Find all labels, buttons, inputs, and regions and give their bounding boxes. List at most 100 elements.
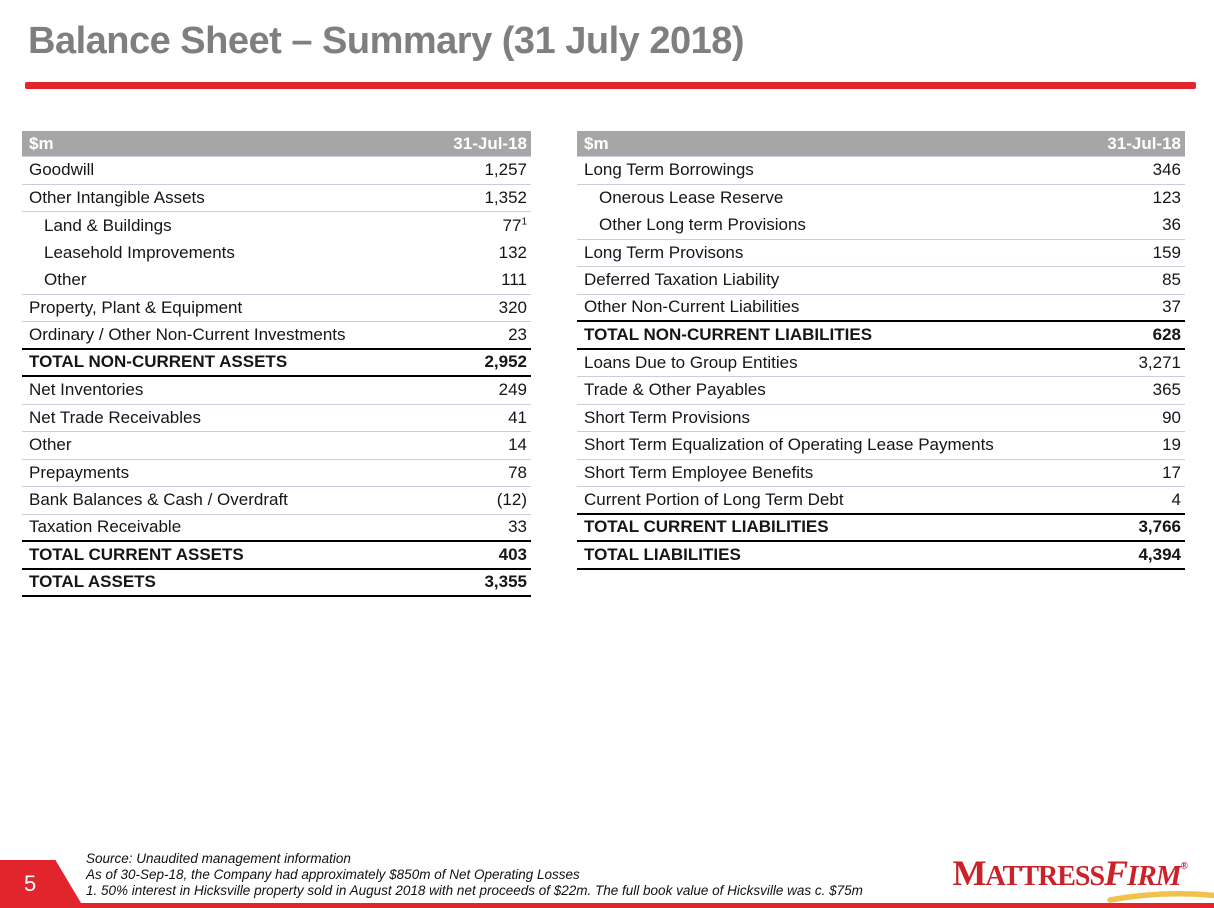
row-value: 23 <box>508 324 527 344</box>
row-value: 3,766 <box>1138 517 1181 537</box>
row-value: 1,257 <box>484 160 527 180</box>
table-row: Goodwill 1,257 <box>22 157 531 185</box>
table-row: Short Term Employee Benefits 17 <box>577 460 1185 487</box>
row-label: TOTAL CURRENT ASSETS <box>29 544 244 564</box>
row-label: TOTAL ASSETS <box>29 572 156 592</box>
row-label: Other Long term Provisions <box>599 215 806 235</box>
table-row: TOTAL CURRENT LIABILITIES 3,766 <box>577 515 1185 542</box>
registered-mark-icon: ® <box>1180 861 1188 872</box>
table-row: Loans Due to Group Entities 3,271 <box>577 350 1185 377</box>
row-label: Long Term Borrowings <box>584 160 754 180</box>
row-value: 1,352 <box>484 187 527 207</box>
row-value: 132 <box>498 243 527 263</box>
table-row: Other Long term Provisions 36 <box>577 212 1185 240</box>
row-label: Taxation Receivable <box>29 517 182 537</box>
table-row: Onerous Lease Reserve 123 <box>577 185 1185 213</box>
row-label: Bank Balances & Cash / Overdraft <box>29 490 288 510</box>
table-row: Other 14 <box>22 432 531 460</box>
row-label: Prepayments <box>29 462 130 482</box>
table-row: Net Inventories 249 <box>22 377 531 405</box>
logo-mattress-text: MATTRESS <box>952 853 1106 893</box>
row-label: TOTAL LIABILITIES <box>584 544 741 564</box>
page-number: 5 <box>24 871 37 896</box>
row-label: TOTAL NON-CURRENT ASSETS <box>29 352 288 372</box>
table-row: TOTAL CURRENT ASSETS 403 <box>22 542 531 570</box>
table-row: Property, Plant & Equipment 320 <box>22 295 531 322</box>
assets-table: $m 31-Jul-18 Goodwill 1,257 Other Intangib… <box>22 131 531 597</box>
row-label: Loans Due to Group Entities <box>584 352 798 372</box>
row-label: Onerous Lease Reserve <box>599 188 784 208</box>
table-row: TOTAL ASSETS 3,355 <box>22 570 531 597</box>
row-label: Ordinary / Other Non-Current Investments <box>29 324 346 344</box>
row-value: (12) <box>496 490 527 510</box>
row-value: 2,952 <box>484 352 527 372</box>
row-value: 628 <box>1152 324 1181 344</box>
row-label: Short Term Employee Benefits <box>584 462 814 482</box>
row-value: 4 <box>1171 489 1181 509</box>
footnote-hicksville: 1. 50% interest in Hicksville property s… <box>86 883 863 898</box>
row-label: Other <box>29 435 72 455</box>
row-label: Net Inventories <box>29 380 144 400</box>
row-value: 3,271 <box>1138 352 1181 372</box>
table-row: Other Intangible Assets 1,352 <box>22 185 531 212</box>
row-label: Long Term Provisons <box>584 242 744 262</box>
table-row: Land & Buildings 771 <box>22 212 531 240</box>
table-row: Leasehold Improvements 132 <box>22 240 531 268</box>
table-row: Current Portion of Long Term Debt 4 <box>577 487 1185 515</box>
row-value: 159 <box>1152 242 1181 262</box>
row-label: Short Term Equalization of Operating Lea… <box>584 435 994 455</box>
row-label: Other <box>44 270 87 290</box>
row-value: 37 <box>1162 297 1181 317</box>
footnote-marker: 1 <box>521 216 527 228</box>
page-title: Balance Sheet – Summary (31 July 2018) <box>28 20 745 62</box>
liabilities-unit-header: $m <box>584 133 609 153</box>
table-row: Other 111 <box>22 267 531 295</box>
row-value: 3,355 <box>484 572 527 592</box>
row-label: Leasehold Improvements <box>44 243 235 263</box>
liabilities-date-header: 31-Jul-18 <box>1107 133 1181 153</box>
row-label: Short Term Provisions <box>584 407 750 427</box>
table-row: Bank Balances & Cash / Overdraft (12) <box>22 487 531 515</box>
mattress-firm-logo: MATTRESSFIRM® <box>952 852 1214 903</box>
row-label: Property, Plant & Equipment <box>29 297 243 317</box>
row-label: Net Trade Receivables <box>29 407 201 427</box>
row-value: 249 <box>498 380 527 400</box>
logo-swoosh-icon <box>1107 891 1214 903</box>
row-value: 33 <box>508 517 527 537</box>
assets-unit-header: $m <box>29 133 54 153</box>
row-value: 17 <box>1162 462 1181 482</box>
row-value: 85 <box>1162 270 1181 290</box>
row-value: 4,394 <box>1138 544 1181 564</box>
footnote-nol: As of 30-Sep-18, the Company had approxi… <box>86 867 580 882</box>
table-row: Long Term Borrowings 346 <box>577 157 1185 185</box>
row-value: 14 <box>508 435 527 455</box>
table-row: Deferred Taxation Liability 85 <box>577 267 1185 295</box>
row-value: 365 <box>1152 380 1181 400</box>
assets-date-header: 31-Jul-18 <box>453 133 527 153</box>
row-label: Other Non-Current Liabilities <box>584 297 800 317</box>
page-number-tab: 5 <box>0 860 84 908</box>
bottom-red-strip <box>0 903 1214 908</box>
table-row: TOTAL NON-CURRENT ASSETS 2,952 <box>22 350 531 377</box>
row-label: TOTAL CURRENT LIABILITIES <box>584 517 829 537</box>
row-label: Goodwill <box>29 160 95 180</box>
row-label: Current Portion of Long Term Debt <box>584 489 844 509</box>
table-row: Taxation Receivable 33 <box>22 515 531 542</box>
table-row: Short Term Equalization of Operating Lea… <box>577 432 1185 460</box>
row-label: Deferred Taxation Liability <box>584 270 780 290</box>
table-row: Prepayments 78 <box>22 460 531 487</box>
row-value: 346 <box>1152 160 1181 180</box>
row-value: 771 <box>502 215 527 235</box>
table-row: Long Term Provisons 159 <box>577 240 1185 267</box>
assets-table-body: Goodwill 1,257 Other Intangible Assets 1,35… <box>22 157 531 597</box>
row-value: 90 <box>1162 407 1181 427</box>
table-row: Other Non-Current Liabilities 37 <box>577 295 1185 322</box>
assets-table-header: $m 31-Jul-18 <box>22 131 531 157</box>
row-value: 111 <box>501 270 527 290</box>
liabilities-table: $m 31-Jul-18 Long Term Borrowings 346 Oner… <box>577 131 1185 570</box>
row-label: Trade & Other Payables <box>584 380 766 400</box>
footnotes: Source: Unaudited management information… <box>86 851 863 899</box>
table-row: Short Term Provisions 90 <box>577 405 1185 432</box>
row-value: 19 <box>1162 435 1181 455</box>
